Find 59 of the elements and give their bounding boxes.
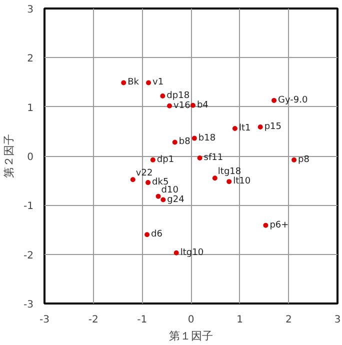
- x-axis-title: 第１因子: [169, 330, 213, 342]
- x-tick-label: -2: [88, 314, 98, 326]
- y-tick-label: -3: [24, 300, 34, 310]
- annotation: lt10: [233, 176, 251, 187]
- point: [160, 197, 166, 202]
- x-tick-label: 0: [188, 314, 194, 326]
- point: [192, 136, 197, 141]
- x-tick-label: 2: [285, 314, 292, 326]
- y-axis-title: 第２因子: [4, 134, 16, 178]
- annotation: dp18: [166, 91, 190, 102]
- y-tick-label: 0: [27, 152, 34, 163]
- annotation: p8: [298, 154, 310, 165]
- point: [226, 179, 232, 184]
- annotation: b8: [178, 137, 191, 148]
- annotation: sf11: [204, 152, 224, 163]
- point: [232, 126, 238, 131]
- y-tick-label: 3: [27, 4, 34, 16]
- annotation: p6+: [270, 220, 289, 230]
- point: [146, 80, 152, 86]
- y-tick-label: 2: [27, 54, 34, 65]
- point: [258, 124, 263, 130]
- point: [197, 155, 202, 160]
- annotation: v16: [174, 100, 191, 111]
- y-tick-label: -1: [24, 201, 34, 212]
- annotation: p15: [264, 122, 282, 132]
- point: [190, 102, 196, 108]
- x-tick-label: 3: [334, 314, 341, 326]
- annotation: g24: [167, 194, 185, 205]
- point: [144, 232, 150, 238]
- point: [160, 94, 166, 99]
- annotation: b4: [196, 100, 209, 110]
- annotation: dp1: [156, 154, 174, 165]
- annotation: lt1: [238, 123, 251, 134]
- annotation: d10: [161, 185, 179, 196]
- annotation: Gy-9.0: [278, 95, 308, 106]
- x-tick-label: -1: [137, 314, 148, 326]
- point: [130, 177, 136, 182]
- annotation: d6: [151, 230, 163, 240]
- x-tick-label: -3: [40, 314, 50, 326]
- point: [272, 98, 277, 103]
- annotation: v1: [152, 78, 164, 88]
- y-tick-label: 1: [27, 102, 34, 114]
- y-tick-label: -2: [24, 250, 34, 262]
- point: [121, 80, 126, 86]
- point: [212, 176, 218, 181]
- annotation: v22: [136, 168, 153, 179]
- point: [263, 222, 268, 228]
- x-tick-label: 1: [236, 314, 244, 326]
- point: [146, 180, 151, 186]
- point: [150, 157, 156, 162]
- point: [172, 140, 178, 145]
- annotation: ltg10: [180, 248, 204, 258]
- point: [156, 194, 161, 199]
- point: [167, 103, 172, 108]
- annotation: ltg18: [218, 167, 242, 178]
- point: [292, 157, 297, 162]
- point: [174, 250, 179, 256]
- annotation: b18: [198, 133, 216, 144]
- annotation: Bk: [128, 78, 140, 88]
